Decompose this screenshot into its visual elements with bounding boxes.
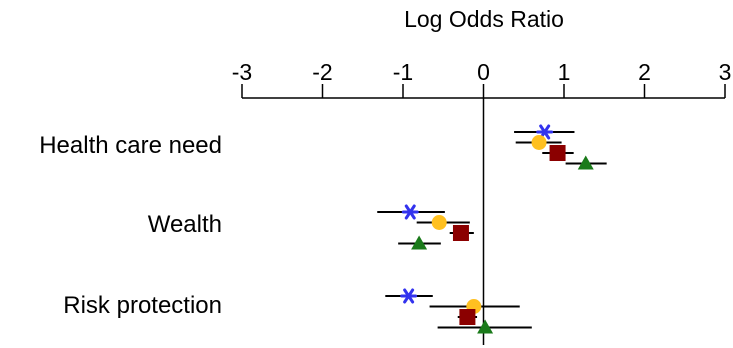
data-point [416, 215, 470, 230]
data-point [565, 155, 607, 170]
asterisk-marker [400, 288, 418, 304]
data-point [542, 145, 574, 161]
triangle-marker [411, 235, 428, 250]
data-point [457, 309, 478, 325]
square-marker [452, 225, 469, 241]
data-point [377, 204, 445, 220]
data-point [515, 135, 562, 150]
category-labels: Health care need Wealth Risk protection [39, 132, 222, 319]
x-axis-title: Log Odds Ratio [404, 6, 564, 32]
x-axis-tick-labels: -3 -2 -1 0 1 2 3 [232, 59, 732, 85]
x-tick-label: 3 [719, 59, 732, 85]
triangle-marker [577, 155, 594, 170]
x-tick-label: 1 [558, 59, 571, 85]
data-point [437, 319, 532, 334]
circle-marker [531, 135, 547, 150]
triangle-marker [477, 319, 494, 334]
x-axis [241, 84, 726, 99]
category-label: Risk protection [63, 292, 222, 319]
x-tick-label: 0 [477, 59, 490, 85]
circle-marker [431, 215, 447, 230]
x-tick-label: 2 [638, 59, 651, 85]
data-point [449, 225, 474, 241]
square-marker [549, 145, 566, 161]
category-label: Wealth [148, 211, 222, 238]
category-label: Health care need [39, 132, 222, 159]
plot-marks [377, 124, 607, 334]
square-marker [459, 309, 476, 325]
x-tick-label: -1 [393, 59, 413, 85]
data-point [385, 288, 433, 304]
data-point [398, 235, 441, 250]
asterisk-marker [401, 204, 419, 220]
x-tick-label: -3 [232, 59, 252, 85]
x-tick-label: -2 [312, 59, 332, 85]
data-point [514, 124, 575, 140]
